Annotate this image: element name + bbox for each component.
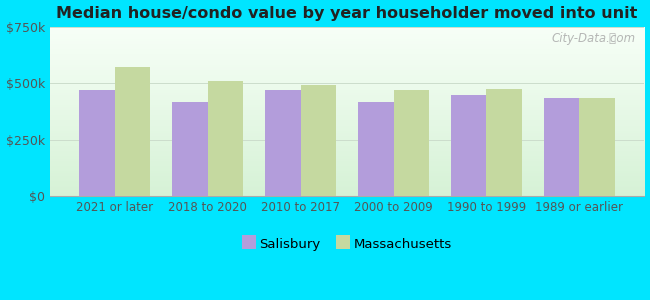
Legend: Salisbury, Massachusetts: Salisbury, Massachusetts bbox=[237, 232, 457, 256]
Bar bbox=[451, 94, 486, 196]
Bar bbox=[579, 98, 615, 196]
Bar bbox=[300, 85, 336, 196]
Bar bbox=[486, 89, 522, 196]
Bar bbox=[79, 90, 114, 196]
Bar bbox=[358, 103, 393, 196]
Bar bbox=[172, 103, 207, 196]
Bar bbox=[265, 90, 300, 196]
Bar bbox=[544, 98, 579, 196]
Bar bbox=[207, 81, 243, 196]
Title: Median house/condo value by year householder moved into unit: Median house/condo value by year househo… bbox=[57, 6, 638, 21]
Text: ⓘ: ⓘ bbox=[609, 32, 616, 45]
Bar bbox=[114, 67, 150, 196]
Text: City-Data.com: City-Data.com bbox=[551, 32, 636, 45]
Bar bbox=[393, 90, 429, 196]
